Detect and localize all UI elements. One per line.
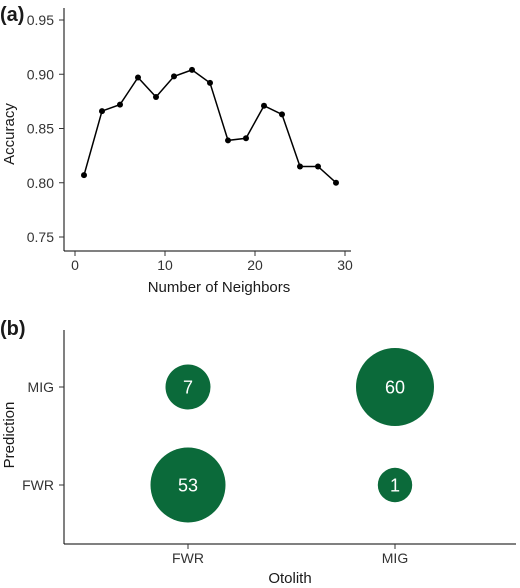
- panel-b-label: (b): [0, 318, 26, 340]
- data-point: [99, 108, 105, 115]
- data-point: [279, 111, 285, 118]
- data-point: [207, 79, 213, 86]
- accuracy-line-chart: 0 10 20 30 0.75 0.80 0.85 0.90 0.95 Number of Ne…: [1, 8, 353, 296]
- x-tick-label: 0: [71, 257, 79, 273]
- bubble: [150, 447, 226, 523]
- bubble-chart-ticks: FWR MIG FWR MIG: [22, 379, 408, 566]
- bubble-count-label: 1: [390, 476, 400, 496]
- bubble: [165, 364, 211, 410]
- y-axis-title-b: Prediction: [1, 402, 18, 469]
- data-point: [81, 172, 87, 179]
- x-category-label: FWR: [172, 550, 204, 566]
- data-point: [135, 74, 141, 81]
- bubble-count-label: 7: [183, 378, 193, 398]
- y-tick-label: 0.80: [27, 175, 54, 191]
- data-point: [117, 101, 123, 108]
- data-point: [315, 163, 321, 170]
- y-tick-label: 0.85: [27, 121, 54, 137]
- bubble-group: 7 60 53 1: [150, 348, 434, 523]
- y-tick-label: 0.75: [27, 229, 54, 245]
- accuracy-points: [81, 66, 339, 186]
- x-axis-title: Number of Neighbors: [148, 279, 291, 296]
- y-tick-label: 0.95: [27, 12, 54, 28]
- y-axis-title: Accuracy: [1, 103, 18, 165]
- x-category-label: MIG: [382, 550, 408, 566]
- bubble: [377, 467, 413, 503]
- panel-a-label: (a): [0, 4, 25, 26]
- x-tick-label: 10: [157, 257, 173, 273]
- data-point: [225, 137, 231, 144]
- bubble-count-label: 60: [385, 378, 405, 398]
- line-chart-axes: [63, 8, 351, 252]
- data-point: [261, 102, 267, 109]
- data-point: [171, 73, 177, 80]
- bubble-chart-axes: [63, 330, 516, 545]
- bubble-count-label: 53: [178, 476, 198, 496]
- line-chart-ticks: 0 10 20 30 0.75 0.80 0.85 0.90 0.95: [27, 12, 353, 273]
- data-point: [297, 163, 303, 170]
- x-axis-title-b: Otolith: [268, 570, 311, 587]
- x-tick-label: 30: [337, 257, 353, 273]
- data-point: [243, 135, 249, 142]
- y-category-label: MIG: [28, 379, 54, 395]
- data-point: [333, 179, 339, 186]
- data-point: [189, 66, 195, 73]
- y-tick-label: 0.90: [27, 66, 54, 82]
- x-tick-label: 20: [247, 257, 263, 273]
- y-category-label: FWR: [22, 477, 54, 493]
- bubble: [356, 348, 434, 426]
- data-point: [153, 94, 159, 101]
